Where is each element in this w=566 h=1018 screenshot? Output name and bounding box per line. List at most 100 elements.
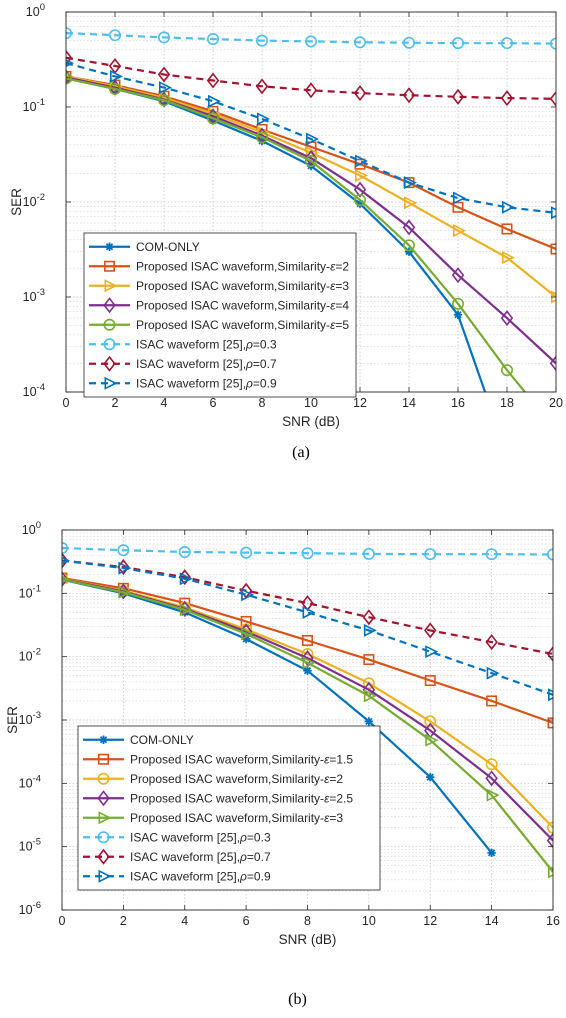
data-point <box>550 206 556 220</box>
y-tick-label: 100 <box>26 2 45 19</box>
legend-text: =0.7 <box>253 357 277 371</box>
legend-item: ISAC waveform [25],ρ=0.7 <box>83 848 271 865</box>
legend-label: ISAC waveform [25],ρ=0.9 <box>130 870 271 884</box>
data-point <box>66 49 73 66</box>
data-point <box>303 666 312 675</box>
legend-label: Proposed ISAC waveform,Similarity-ε=1.5 <box>130 753 353 767</box>
legend-item: Proposed ISAC waveform,Similarity-ε=4 <box>89 297 349 314</box>
legend-item: Proposed ISAC waveform,Similarity-ε=2 <box>83 772 343 786</box>
data-point <box>424 548 437 561</box>
data-point <box>451 267 465 284</box>
legend-marker <box>103 338 116 351</box>
legend-text: =2.5 <box>329 792 353 806</box>
legend-item: COM-ONLY <box>89 240 200 254</box>
legend: COM-ONLY Proposed ISAC waveform,Similarit… <box>83 232 357 398</box>
legend-label: ISAC waveform [25],ρ=0.3 <box>136 338 277 352</box>
x-tick-label: 10 <box>304 396 318 410</box>
legend-box <box>83 232 357 398</box>
y-tick-exponent: -6 <box>33 900 41 911</box>
figure-caption: (b) <box>288 991 307 1008</box>
legend-text: =3 <box>329 811 343 825</box>
x-tick-label: 0 <box>63 396 70 410</box>
y-tick-exponent: -1 <box>33 583 41 594</box>
legend-symbol: ε <box>330 260 336 274</box>
legend-label: Proposed ISAC waveform,Similarity-ε=5 <box>136 318 349 332</box>
data-point <box>353 193 366 206</box>
series-line <box>66 56 556 100</box>
data-point <box>486 788 500 802</box>
data-point <box>485 548 498 561</box>
data-point <box>66 59 74 68</box>
legend-marker <box>98 869 112 883</box>
legend-marker <box>97 772 110 785</box>
legend-text: ISAC waveform [25], <box>136 357 246 371</box>
data-point <box>425 645 439 659</box>
data-point <box>353 36 366 49</box>
series-line <box>66 75 556 298</box>
legend-marker <box>98 811 112 825</box>
legend-text: =2 <box>335 260 349 274</box>
data-point <box>304 35 317 48</box>
data-point <box>158 94 171 107</box>
data-point <box>547 688 553 702</box>
legend-text: =0.7 <box>247 850 271 864</box>
x-tick-label: 4 <box>181 914 188 928</box>
legend-item: Proposed ISAC waveform,Similarity-ε=2.5 <box>83 790 353 807</box>
x-tick-label: 16 <box>546 914 560 928</box>
x-axis-label: SNR (dB) <box>282 414 340 429</box>
data-point <box>304 82 318 99</box>
legend-label: ISAC waveform [25],ρ=0.7 <box>130 850 271 864</box>
legend-text: ISAC waveform [25], <box>136 377 246 391</box>
y-tick-label: 10-2 <box>23 192 45 209</box>
data-point <box>549 90 556 107</box>
data-point <box>109 29 122 42</box>
data-point <box>546 832 553 849</box>
data-point <box>110 69 123 83</box>
data-point <box>117 544 130 557</box>
legend-text: =1.5 <box>329 753 353 767</box>
y-tick-label: 10-5 <box>19 837 41 854</box>
data-point <box>255 34 268 47</box>
y-tick-label: 10-2 <box>19 647 41 664</box>
data-point <box>485 770 498 787</box>
y-tick-label: 10-1 <box>19 583 41 600</box>
series-8 <box>66 59 556 220</box>
data-point <box>304 155 317 168</box>
y-tick-label: 100 <box>22 520 41 537</box>
series-5 <box>62 575 553 879</box>
legend-text: =2 <box>329 772 343 786</box>
series-group <box>66 27 561 435</box>
series-line <box>62 546 553 556</box>
data-point <box>353 85 367 102</box>
data-point <box>354 154 368 168</box>
legend-symbol: ρ <box>245 338 253 352</box>
legend-item: Proposed ISAC waveform,Similarity-ε=1.5 <box>83 753 353 767</box>
data-point <box>452 201 464 213</box>
legend-text: COM-ONLY <box>130 733 194 747</box>
data-point <box>362 547 375 560</box>
data-point <box>500 310 514 327</box>
legend-marker <box>104 260 116 272</box>
legend-item: ISAC waveform [25],ρ=0.9 <box>83 870 271 884</box>
legend-marker <box>104 279 118 293</box>
legend-marker <box>103 355 116 372</box>
series-line <box>62 559 553 696</box>
data-point <box>403 176 417 190</box>
legend-label: Proposed ISAC waveform,Similarity-ε=2 <box>136 260 349 274</box>
data-point <box>500 364 513 377</box>
legend-text: =0.3 <box>247 831 271 845</box>
legend-text: Proposed ISAC waveform,Similarity- <box>130 811 324 825</box>
legend-text: =5 <box>335 318 349 332</box>
data-point <box>118 585 132 599</box>
data-point <box>66 27 72 40</box>
legend-marker <box>103 318 116 331</box>
data-point <box>255 131 268 144</box>
legend-text: COM-ONLY <box>136 240 200 254</box>
legend-label: Proposed ISAC waveform,Similarity-ε=2.5 <box>130 792 353 806</box>
data-point <box>62 541 68 554</box>
data-point <box>118 561 132 575</box>
data-point <box>257 136 267 146</box>
data-point <box>551 425 561 435</box>
y-tick-label: 10-1 <box>23 97 45 114</box>
